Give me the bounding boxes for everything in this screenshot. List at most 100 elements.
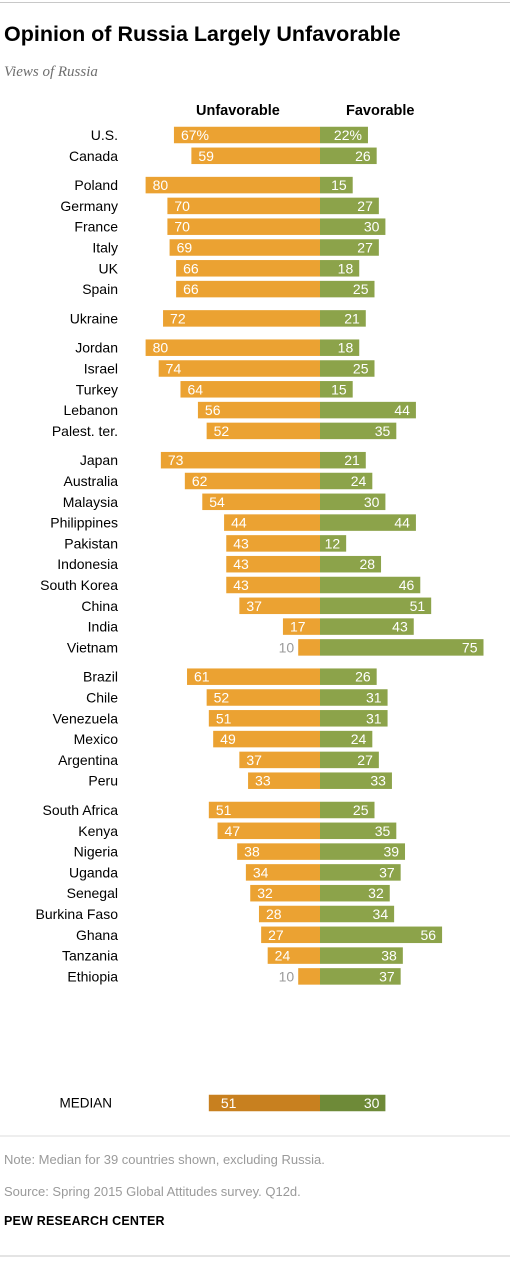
favorable-value-poland: 15 [331, 177, 347, 193]
favorable-bar-malaysia [320, 493, 386, 511]
favorable-bar-philippines [320, 514, 416, 531]
unfavorable-bar-south-africa [208, 801, 320, 819]
unfavorable-value-vietnam: 10 [279, 639, 295, 655]
unfavorable-bar-tanzania [267, 947, 320, 964]
unfavorable-value-burkina-faso: 28 [266, 906, 282, 922]
country-label-canada: Canada [69, 148, 118, 164]
favorable-bar-spain [320, 280, 375, 298]
unfavorable-bar-kenya [217, 822, 320, 840]
country-label-tanzania: Tanzania [62, 948, 118, 964]
legend-favorable: Favorable [346, 103, 415, 119]
favorable-value-tanzania: 38 [381, 948, 397, 964]
unfavorable-bar-brazil [187, 668, 320, 685]
unfavorable-value-kenya: 47 [225, 823, 241, 839]
unfavorable-bar-palest-ter [206, 422, 320, 440]
unfavorable-value-ukraine: 72 [170, 310, 186, 326]
country-label-philippines: Philippines [50, 515, 118, 531]
country-label-ghana: Ghana [76, 927, 118, 943]
favorable-bar-brazil [320, 668, 377, 685]
country-label-pakistan: Pakistan [64, 535, 118, 551]
favorable-value-canada: 26 [355, 148, 371, 164]
favorable-value-venezuela: 31 [366, 710, 382, 726]
country-label-u-s: U.S. [91, 127, 118, 143]
favorable-bar-mexico [320, 730, 373, 748]
chart-title: Opinion of Russia Largely Unfavorable [4, 22, 401, 46]
favorable-bar-chile [320, 689, 388, 706]
country-label-kenya: Kenya [78, 823, 118, 839]
unfavorable-bar-burkina-faso [258, 905, 320, 923]
unfavorable-value-chile: 52 [214, 690, 230, 706]
favorable-bar-australia [320, 472, 373, 490]
favorable-value-jordan: 18 [338, 340, 354, 356]
favorable-bar-peru [320, 772, 392, 789]
favorable-bar-venezuela [320, 710, 388, 727]
country-label-indonesia: Indonesia [57, 556, 118, 572]
unfavorable-bar-indonesia [226, 555, 320, 573]
country-label-australia: Australia [64, 473, 119, 489]
unfavorable-value-china: 37 [246, 598, 262, 614]
unfavorable-bar-spain [176, 280, 320, 298]
unfavorable-bar-japan [160, 451, 320, 469]
favorable-value-peru: 33 [370, 773, 386, 789]
unfavorable-value-tanzania: 24 [275, 948, 291, 964]
unfavorable-value-nigeria: 38 [244, 844, 260, 860]
favorable-value-nigeria: 39 [383, 844, 399, 860]
unfavorable-value-turkey: 64 [187, 381, 203, 397]
country-label-poland: Poland [74, 177, 118, 193]
unfavorable-bar-malaysia [202, 493, 320, 511]
favorable-bar-kenya [320, 822, 397, 840]
favorable-value-kenya: 35 [375, 823, 391, 839]
favorable-value-mexico: 24 [351, 731, 367, 747]
country-label-japan: Japan [80, 452, 118, 468]
favorable-bar-pakistan [320, 535, 347, 552]
unfavorable-value-australia: 62 [192, 473, 208, 489]
favorable-value-south-korea: 46 [399, 577, 415, 593]
favorable-value-malaysia: 30 [364, 494, 380, 510]
pew-credit: PEW RESEARCH CENTER [4, 1214, 165, 1228]
unfavorable-bar-turkey [180, 381, 320, 398]
country-label-france: France [74, 219, 118, 235]
country-label-vietnam: Vietnam [67, 639, 118, 655]
favorable-bar-lebanon [320, 401, 416, 419]
median-label: MEDIAN [59, 1096, 112, 1111]
favorable-value-spain: 25 [353, 281, 369, 297]
favorable-value-italy: 27 [357, 240, 373, 256]
country-label-nigeria: Nigeria [74, 844, 119, 860]
favorable-bar-burkina-faso [320, 905, 395, 923]
country-label-india: India [88, 619, 119, 635]
country-label-turkey: Turkey [76, 381, 118, 397]
favorable-value-south-africa: 25 [353, 802, 369, 818]
unfavorable-value-mexico: 49 [220, 731, 236, 747]
unfavorable-bar-philippines [224, 514, 320, 531]
country-label-ethiopia: Ethiopia [67, 968, 118, 984]
unfavorable-value-brazil: 61 [194, 669, 210, 685]
favorable-bar-india [320, 618, 414, 635]
unfavorable-value-malaysia: 54 [209, 494, 225, 510]
country-label-malaysia: Malaysia [63, 494, 118, 510]
favorable-bar-senegal [320, 884, 390, 902]
country-label-uganda: Uganda [69, 864, 118, 880]
country-label-venezuela: Venezuela [53, 710, 119, 726]
unfavorable-value-venezuela: 51 [216, 710, 232, 726]
unfavorable-bar-australia [184, 472, 320, 490]
unfavorable-bar-ghana [261, 926, 320, 944]
favorable-bar-tanzania [320, 947, 403, 964]
unfavorable-bar-germany [167, 197, 320, 215]
median-favorable-value: 30 [364, 1095, 380, 1111]
unfavorable-value-pakistan: 43 [233, 535, 249, 551]
favorable-value-ghana: 56 [421, 927, 437, 943]
favorable-bar-nigeria [320, 843, 406, 860]
unfavorable-value-india: 17 [290, 619, 306, 635]
unfavorable-value-u-s: 67% [181, 127, 209, 143]
country-label-mexico: Mexico [74, 731, 119, 747]
unfavorable-value-italy: 69 [177, 240, 193, 256]
favorable-value-turkey: 15 [331, 381, 347, 397]
favorable-value-vietnam: 75 [462, 639, 478, 655]
unfavorable-value-uganda: 34 [253, 864, 269, 880]
favorable-bar-france [320, 218, 386, 235]
unfavorable-value-peru: 33 [255, 773, 271, 789]
favorable-bar-argentina [320, 751, 379, 769]
favorable-value-japan: 21 [344, 452, 360, 468]
unfavorable-bar-india [282, 618, 320, 635]
favorable-value-uganda: 37 [379, 864, 395, 880]
